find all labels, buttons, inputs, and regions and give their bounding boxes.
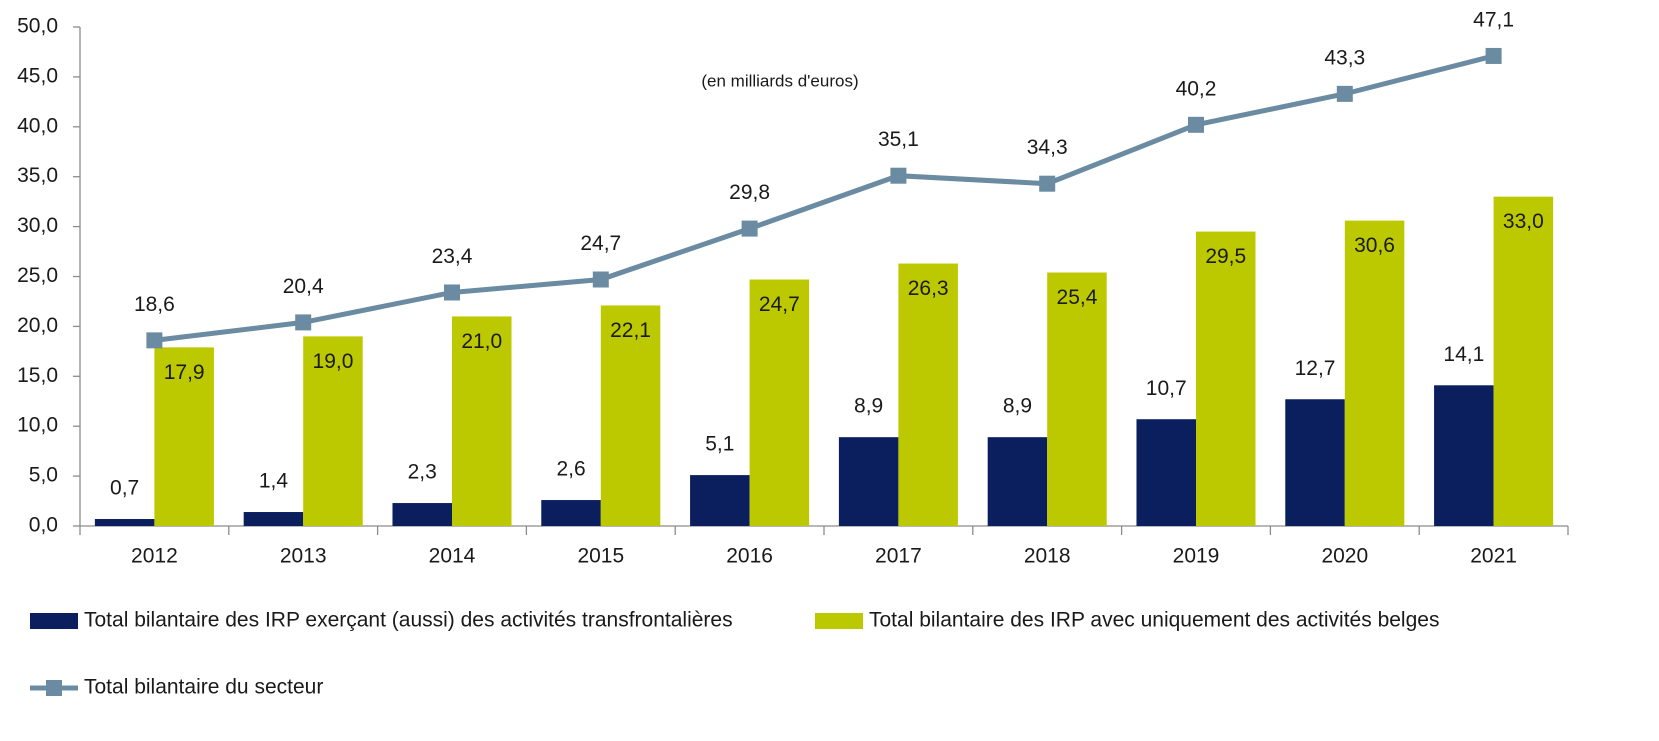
bar	[541, 500, 601, 526]
bar	[94, 519, 155, 526]
bar	[898, 263, 958, 526]
line-value-label: 23,4	[432, 245, 473, 268]
bar	[154, 347, 214, 526]
bar-value-label: 24,7	[759, 293, 800, 316]
legend-label: Total bilantaire du secteur	[84, 676, 323, 699]
bar	[392, 503, 452, 526]
y-tick-label: 25,0	[17, 264, 58, 287]
bar-value-label: 1,4	[259, 470, 289, 493]
bar	[1047, 272, 1107, 526]
bar-value-label: 2,6	[556, 458, 585, 481]
line-value-label: 20,4	[283, 275, 324, 298]
bar-value-label: 21,0	[461, 330, 502, 353]
bar	[1136, 419, 1196, 526]
line-value-label: 34,3	[1027, 136, 1068, 159]
bar-value-label: 14,1	[1443, 343, 1484, 366]
y-tick-label: 0,0	[29, 514, 58, 537]
legend-swatch	[30, 613, 78, 629]
x-tick-label: 2018	[1024, 545, 1071, 568]
bar	[1344, 220, 1405, 526]
bar	[690, 475, 750, 526]
bar-value-label: 12,7	[1295, 357, 1336, 380]
y-tick-label: 15,0	[17, 364, 58, 387]
line-value-label: 43,3	[1324, 46, 1365, 69]
line-marker	[295, 314, 312, 331]
bar	[838, 437, 899, 526]
bar	[1493, 196, 1554, 526]
bar-value-label: 26,3	[908, 277, 949, 300]
line-value-label: 47,1	[1473, 8, 1514, 31]
line-marker	[1188, 116, 1204, 133]
bar	[243, 512, 304, 526]
x-tick-label: 2021	[1470, 545, 1517, 568]
legend-marker	[46, 680, 62, 696]
x-tick-label: 2019	[1173, 545, 1220, 568]
y-tick-label: 40,0	[17, 114, 58, 137]
line-marker	[1039, 175, 1056, 192]
y-tick-label: 35,0	[17, 164, 58, 187]
bar-value-label: 17,9	[164, 361, 205, 384]
line	[154, 53, 1495, 343]
bar	[303, 336, 363, 526]
y-tick-label: 50,0	[17, 15, 58, 38]
bar-value-label: 2,3	[408, 461, 437, 484]
bar	[600, 305, 661, 526]
bar-value-label: 29,5	[1205, 245, 1246, 268]
bar-value-label: 25,4	[1057, 286, 1098, 309]
bar-value-label: 33,0	[1503, 210, 1544, 233]
chart-subtitle: (en milliards d'euros)	[701, 71, 858, 90]
bar	[452, 316, 512, 526]
bar	[1285, 399, 1345, 526]
bar-value-label: 22,1	[610, 319, 651, 342]
bar-value-label: 30,6	[1354, 234, 1395, 257]
y-tick-label: 10,0	[17, 414, 58, 437]
bar-value-label: 0,7	[110, 477, 139, 500]
bar	[987, 437, 1048, 526]
line-marker	[890, 167, 907, 184]
x-tick-label: 2012	[131, 545, 178, 568]
line-marker	[592, 271, 609, 288]
line-value-label: 29,8	[729, 181, 770, 204]
x-tick-label: 2014	[429, 545, 476, 568]
line-value-label: 40,2	[1176, 77, 1217, 100]
x-tick-label: 2016	[726, 545, 773, 568]
bar-value-label: 8,9	[854, 395, 883, 418]
line-marker	[1485, 47, 1502, 64]
y-tick-label: 20,0	[17, 314, 58, 337]
line-value-label: 24,7	[580, 232, 621, 255]
legend-label: Total bilantaire des IRP exerçant (aussi…	[84, 609, 733, 632]
y-tick-label: 30,0	[17, 214, 58, 237]
x-tick-label: 2013	[280, 545, 327, 568]
bar	[1196, 231, 1256, 526]
line-marker	[444, 284, 460, 301]
y-tick-label: 5,0	[29, 464, 58, 487]
bar	[749, 279, 810, 526]
bar	[1434, 385, 1494, 526]
y-tick-label: 45,0	[17, 64, 58, 87]
bar-value-label: 5,1	[705, 433, 734, 456]
bar-value-label: 19,0	[313, 350, 354, 373]
bar-value-label: 10,7	[1146, 377, 1187, 400]
line-value-label: 18,6	[134, 293, 175, 316]
line-marker	[146, 332, 163, 349]
x-tick-label: 2020	[1321, 545, 1368, 568]
line-marker	[741, 220, 758, 237]
x-tick-label: 2015	[577, 545, 624, 568]
line-value-label: 35,1	[878, 128, 919, 151]
x-tick-label: 2017	[875, 545, 922, 568]
line-marker	[1336, 85, 1353, 102]
legend-label: Total bilantaire des IRP avec uniquement…	[869, 609, 1439, 632]
bar-value-label: 8,9	[1003, 395, 1032, 418]
legend-swatch	[815, 613, 863, 629]
